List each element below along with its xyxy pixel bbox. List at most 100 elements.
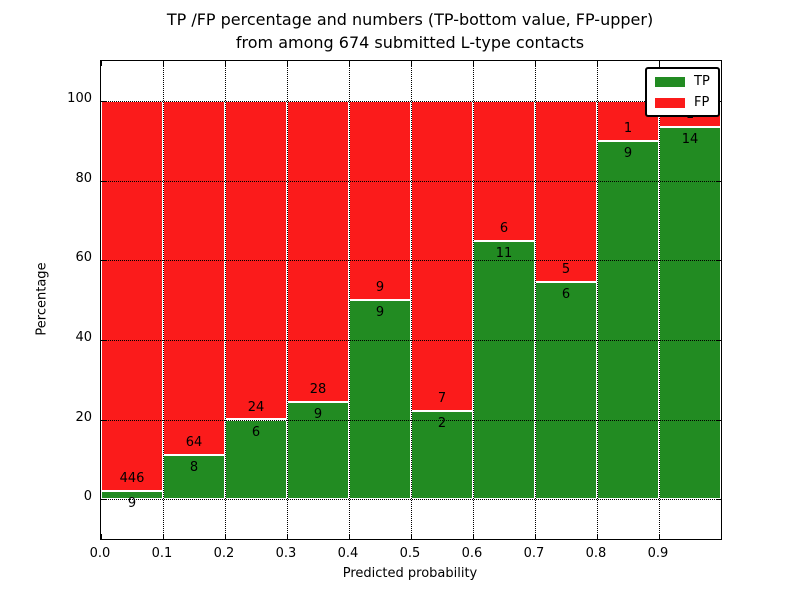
x-tick-mark-top [473, 61, 474, 66]
x-tick-mark [597, 534, 598, 539]
y-tick-label: 40 [75, 329, 92, 345]
x-tick-label: 0.6 [461, 546, 483, 561]
bar-fp-segment [411, 100, 473, 411]
gridline-vertical [287, 61, 288, 539]
bar-fp-count-label: 6 [499, 221, 509, 237]
y-tick-mark-right [716, 499, 721, 501]
y-tick-mark-right [716, 260, 721, 262]
x-tick-mark [659, 534, 660, 539]
x-tick-mark-top [349, 61, 350, 66]
gridline-vertical [163, 61, 164, 539]
bar-fp-count-label: 64 [185, 434, 203, 450]
y-tick-mark-right [716, 339, 721, 341]
x-tick-mark [349, 534, 350, 539]
x-tick-mark-top [411, 61, 412, 66]
x-tick-label: 0.7 [523, 546, 545, 561]
bar-tp-count-label: 14 [681, 132, 699, 148]
y-tick-mark-right [716, 419, 721, 421]
x-tick-label: 0.8 [585, 546, 607, 561]
x-tick-mark-top [597, 61, 598, 66]
y-tick-label: 0 [83, 489, 92, 505]
gridline-vertical [659, 61, 660, 539]
bar-fp-segment [473, 100, 535, 242]
bar-tp-count-label: 6 [561, 286, 571, 302]
x-tick-mark-top [535, 61, 536, 66]
bar-tp-segment [349, 300, 411, 500]
tp-legend-swatch [655, 76, 685, 87]
chart-title-line2: from among 674 submitted L-type contacts [235, 33, 585, 52]
legend-item-tp: TP [655, 75, 710, 88]
x-tick-mark-top [101, 61, 102, 66]
bar-fp-segment [287, 100, 349, 403]
bar-tp-segment [535, 281, 597, 500]
y-tick-mark [101, 339, 106, 341]
bar-tp-count-label: 9 [127, 496, 137, 512]
x-tick-mark [473, 534, 474, 539]
x-tick-mark-top [225, 61, 226, 66]
y-tick-label: 100 [67, 90, 92, 106]
x-tick-mark [287, 534, 288, 539]
gridline-vertical [349, 61, 350, 539]
bar-tp-count-label: 11 [495, 246, 513, 262]
x-tick-label: 0.1 [151, 546, 173, 561]
bar-tp-count-label: 2 [437, 415, 447, 431]
x-tick-mark [101, 534, 102, 539]
gridline-vertical [597, 61, 598, 539]
x-tick-mark-top [659, 61, 660, 66]
x-tick-label: 0.5 [399, 546, 421, 561]
y-tick-label: 20 [75, 409, 92, 425]
x-tick-mark [411, 534, 412, 539]
bar-fp-count-label: 5 [561, 261, 571, 277]
bar-tp-count-label: 9 [313, 407, 323, 423]
x-tick-label: 0.3 [275, 546, 297, 561]
bar-fp-count-label: 9 [375, 280, 385, 295]
chart-title-line1: TP /FP percentage and numbers (TP-bottom… [166, 10, 654, 29]
x-tick-label: 0.0 [89, 546, 111, 561]
legend-item-fp: FP [655, 96, 710, 109]
legend: TP FP [645, 67, 720, 117]
y-axis-label: Percentage [34, 262, 50, 336]
y-tick-mark [101, 419, 106, 421]
bar-tp-count-label: 6 [251, 424, 261, 440]
x-tick-label: 0.9 [647, 546, 669, 561]
bar-fp-segment [535, 100, 597, 282]
gridline-vertical [535, 61, 536, 539]
fp-legend-label: FP [694, 95, 710, 110]
y-tick-mark [101, 260, 106, 262]
x-tick-mark [225, 534, 226, 539]
chart-title: TP /FP percentage and numbers (TP-bottom… [100, 8, 720, 54]
bar-tp-count-label: 9 [623, 145, 633, 161]
bar-tp-segment [287, 402, 349, 500]
gridline-vertical [225, 61, 226, 539]
bar-tp-segment [597, 140, 659, 500]
x-tick-mark-top [287, 61, 288, 66]
bar-tp-segment [659, 127, 721, 500]
gridline-vertical [473, 61, 474, 539]
y-tick-mark [101, 180, 106, 182]
x-tick-label: 0.4 [337, 546, 359, 561]
fp-legend-swatch [655, 97, 685, 108]
x-tick-label: 0.2 [213, 546, 235, 561]
y-tick-label: 80 [75, 170, 92, 186]
x-tick-mark [535, 534, 536, 539]
bar-fp-count-label: 24 [247, 399, 265, 415]
x-tick-mark-top [163, 61, 164, 66]
bar-tp-segment [163, 454, 225, 500]
bar-tp-segment [473, 241, 535, 500]
y-tick-mark-right [716, 180, 721, 182]
tp-legend-label: TP [694, 74, 710, 89]
bar-fp-count-label: 7 [437, 390, 447, 406]
bar-fp-segment [349, 100, 411, 300]
y-tick-mark [101, 499, 106, 501]
x-tick-mark [163, 534, 164, 539]
x-axis-label: Predicted probability [342, 566, 478, 581]
bar-fp-segment [163, 100, 225, 455]
bar-tp-count-label: 9 [375, 305, 385, 320]
bar-tp-count-label: 8 [189, 459, 199, 475]
bar-fp-count-label: 1 [623, 120, 633, 136]
bar-fp-count-label: 446 [119, 471, 145, 487]
y-tick-mark [101, 100, 106, 102]
bar-fp-segment [101, 100, 163, 492]
y-tick-label: 60 [75, 250, 92, 266]
